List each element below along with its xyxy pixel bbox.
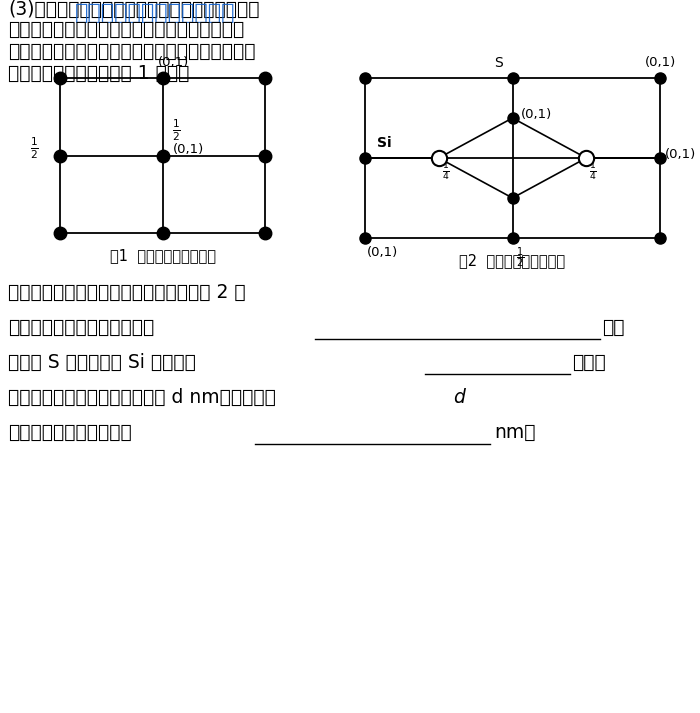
Text: 微信公众号关注！趣找答案: 微信公众号关注！趣找答案 xyxy=(75,3,235,23)
Text: 示，该硫化硅晶体的化学式为: 示，该硫化硅晶体的化学式为 xyxy=(8,318,154,337)
Text: 胞中与 S 距离最近的 Si 的数目为: 胞中与 S 距离最近的 Si 的数目为 xyxy=(8,353,196,372)
Text: 图2  某硫化硅晶胞的投影: 图2 某硫化硅晶胞的投影 xyxy=(459,253,566,268)
Text: (0,1): (0,1) xyxy=(158,56,189,69)
Text: d: d xyxy=(453,388,465,407)
Text: 解释，可以从晶胞的一个轴的方向往里看，例如面: 解释，可以从晶胞的一个轴的方向往里看，例如面 xyxy=(8,42,255,61)
Text: (0,1): (0,1) xyxy=(521,108,552,121)
Text: 图1  面心立方晶胞的投影: 图1 面心立方晶胞的投影 xyxy=(109,248,216,263)
Text: ，晶: ，晶 xyxy=(602,318,624,337)
Text: (3)晶胞中原子的位置通常用原子分数坐标表示，: (3)晶胞中原子的位置通常用原子分数坐标表示， xyxy=(8,0,260,19)
Text: nm。: nm。 xyxy=(494,423,536,442)
Text: ；若晶: ；若晶 xyxy=(572,353,606,372)
Text: $\frac{1}{4}$: $\frac{1}{4}$ xyxy=(589,161,597,183)
Text: (0,1): (0,1) xyxy=(172,143,204,156)
Text: 原子之间的最近核间距为: 原子之间的最近核间距为 xyxy=(8,423,132,442)
Text: (0,1): (0,1) xyxy=(665,148,696,161)
Text: 某种硫化硅晶体的晶胞结构的投影图如图 2 所: 某种硫化硅晶体的晶胞结构的投影图如图 2 所 xyxy=(8,283,246,302)
Text: Si: Si xyxy=(377,136,391,150)
Text: 心立方晶胞的投影图如图 1 所示。: 心立方晶胞的投影图如图 1 所示。 xyxy=(8,64,190,83)
Text: (0,1): (0,1) xyxy=(367,246,398,259)
Text: $\frac{1}{4}$: $\frac{1}{4}$ xyxy=(442,161,449,183)
Text: (0,1): (0,1) xyxy=(645,56,676,69)
Text: $\frac{1}{2}$: $\frac{1}{2}$ xyxy=(515,246,524,270)
Text: $\frac{1}{2}$: $\frac{1}{2}$ xyxy=(172,118,181,143)
Text: 胞中硫原子之间的最近核间距为 d nm，则硫与硫: 胞中硫原子之间的最近核间距为 d nm，则硫与硫 xyxy=(8,388,276,407)
Text: S: S xyxy=(494,56,503,70)
Text: 复杂结构的三维表示往往难以在二维图上绘制和: 复杂结构的三维表示往往难以在二维图上绘制和 xyxy=(8,20,244,39)
Text: $\frac{1}{2}$: $\frac{1}{2}$ xyxy=(30,135,38,161)
